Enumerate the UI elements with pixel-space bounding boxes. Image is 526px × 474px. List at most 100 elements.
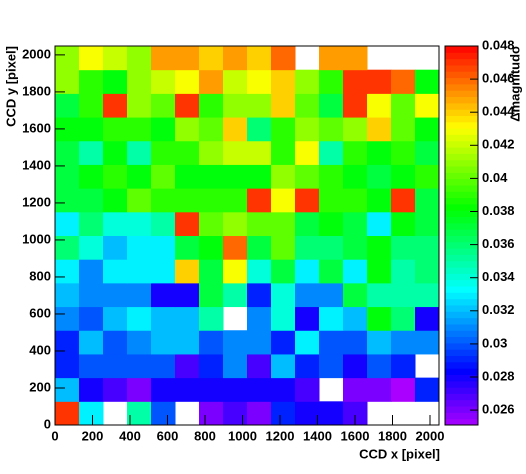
heatmap-cell	[415, 235, 440, 260]
colorbar-segment	[445, 317, 478, 325]
heatmap-cell	[127, 211, 152, 236]
heatmap-cell	[127, 330, 152, 355]
heatmap-cell	[151, 46, 176, 71]
colorbar-segment	[445, 52, 478, 60]
heatmap-cell	[175, 46, 200, 71]
heatmap-cell	[295, 235, 320, 260]
heatmap-cell	[103, 282, 128, 308]
colorbar-segment	[445, 147, 478, 154]
heatmap-cell	[151, 164, 176, 189]
heatmap-cell	[367, 306, 392, 331]
heatmap-cell	[271, 401, 296, 426]
heatmap-cell	[367, 377, 392, 402]
heatmap-cell	[247, 282, 272, 308]
heatmap-cell	[295, 330, 320, 355]
heatmap-cell	[271, 164, 296, 189]
colorbar-segment	[445, 90, 478, 98]
x-tick-label: 200	[82, 428, 104, 443]
colorbar-segment	[445, 77, 478, 85]
heatmap-cell	[79, 140, 104, 165]
heatmap-cell	[79, 259, 104, 284]
heatmap-cell	[55, 353, 80, 379]
colorbar-tick-label: 0.03	[482, 335, 507, 350]
heatmap-cell	[79, 282, 104, 308]
colorbar-segment	[445, 153, 478, 161]
colorbar-segment	[445, 374, 478, 382]
heatmap-cell	[151, 140, 176, 165]
heatmap-cell	[55, 211, 80, 236]
heatmap-cell	[271, 306, 296, 331]
heatmap-cell	[271, 93, 296, 118]
heatmap-cell	[319, 164, 344, 189]
y-tick-label: 1200	[22, 194, 51, 209]
colorbar-segment	[445, 159, 478, 167]
heatmap-cell	[319, 330, 344, 355]
heatmap-cell	[79, 164, 104, 189]
heatmap-cell	[103, 69, 128, 94]
heatmap-cell	[103, 211, 128, 236]
colorbar-tick-label: 0.036	[482, 236, 515, 251]
heatmap-cell	[151, 282, 176, 308]
heatmap-cell	[103, 259, 128, 284]
heatmap-cell	[223, 188, 248, 213]
heatmap-cell	[223, 330, 248, 355]
heatmap-cell	[415, 117, 440, 142]
colorbar-title: Δmagnitudo	[507, 46, 522, 122]
heatmap-cell	[295, 140, 320, 165]
heatmap-cell	[295, 401, 320, 426]
heatmap-cell	[199, 164, 224, 189]
colorbar-segment	[445, 298, 478, 306]
heatmap-cell	[55, 377, 80, 402]
heatmap-cell	[343, 140, 368, 165]
heatmap-cell	[367, 93, 392, 118]
heatmap-cell	[55, 188, 80, 213]
y-tick-label: 400	[29, 342, 51, 357]
heatmap-cell	[55, 282, 80, 308]
colorbar-segment	[445, 273, 478, 281]
heatmap-cell	[391, 259, 416, 284]
heatmap-cell	[199, 211, 224, 236]
heatmap-cell	[247, 117, 272, 142]
heatmap-cell	[103, 353, 128, 379]
heatmap-cell	[343, 46, 368, 71]
colorbar-segment	[445, 46, 478, 53]
heatmap-cell	[295, 353, 320, 379]
y-tick-label: 1000	[22, 231, 51, 246]
heatmap-cell	[391, 353, 416, 379]
colorbar-segment	[445, 166, 478, 173]
heatmap-cell	[247, 401, 272, 426]
x-axis-title: CCD x [pixel]	[359, 446, 440, 461]
heatmap-cell	[127, 164, 152, 189]
heatmap-cell	[319, 306, 344, 331]
heatmap-cell	[103, 46, 128, 71]
heatmap-cell	[151, 188, 176, 213]
heatmap-cell	[319, 117, 344, 142]
heatmap-cell	[175, 164, 200, 189]
heatmap-cell	[343, 330, 368, 355]
heatmap-cell	[223, 164, 248, 189]
y-tick-label: 1400	[22, 157, 51, 172]
colorbar-segment	[445, 109, 478, 116]
heatmap-cell	[79, 377, 104, 402]
heatmap-cell	[247, 330, 272, 355]
heatmap-cell	[271, 140, 296, 165]
x-tick-label: 400	[119, 428, 141, 443]
colorbar-segment	[445, 267, 478, 274]
heatmap-cell	[391, 140, 416, 165]
heatmap-cell	[271, 69, 296, 94]
heatmap-cell	[319, 235, 344, 260]
colorbar-segment	[445, 216, 478, 224]
heatmap-cell	[247, 46, 272, 71]
heatmap-cell	[391, 211, 416, 236]
heatmap-cell	[103, 188, 128, 213]
heatmap-cell	[295, 306, 320, 331]
colorbar-segment	[445, 393, 478, 401]
heatmap-cell	[247, 377, 272, 402]
heatmap-cell	[79, 401, 104, 426]
heatmap-cell	[175, 353, 200, 379]
heatmap-cell	[55, 164, 80, 189]
heatmap-cell	[295, 164, 320, 189]
heatmap-cell	[319, 188, 344, 213]
heatmap-cell	[391, 117, 416, 142]
colorbar-segment	[445, 128, 478, 135]
